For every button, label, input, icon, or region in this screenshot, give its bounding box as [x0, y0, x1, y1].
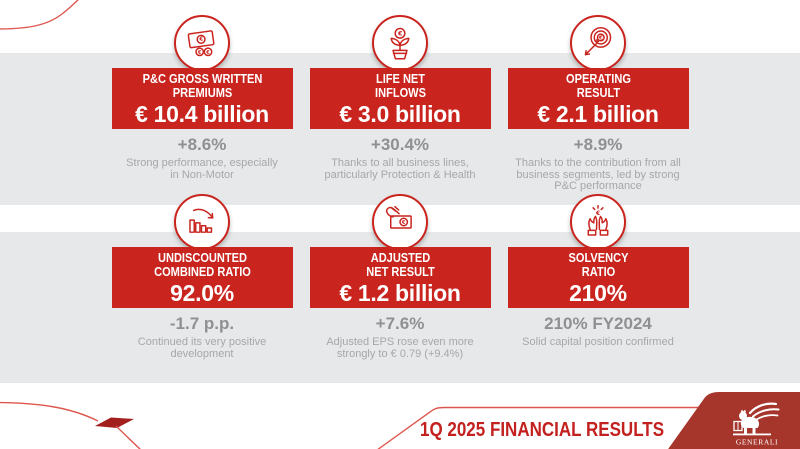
hand-banknote-icon: €: [372, 194, 428, 250]
kpi-value: € 1.2 billion: [339, 280, 461, 306]
kpi-desc-line: strongly to € 0.79 (+9.4%): [336, 347, 464, 360]
kpi-box: ADJUSTED NET RESULT € 1.2 billion: [309, 247, 491, 308]
kpi-card-solvency-ratio: € SOLVENCY RATIO 210% 210% FY2024 Solid …: [493, 194, 703, 349]
svg-text:€: €: [205, 50, 210, 56]
svg-text:€: €: [198, 36, 204, 43]
kpi-title: SOLVENCY RATIO: [521, 251, 675, 279]
kpi-card-pc-gross-written-premiums: € € € P&C GROSS WRITTEN PREMIUMS € 10.4 …: [97, 15, 307, 181]
top-left-curve: [0, 0, 79, 30]
kpi-description: Strong performance, especially in Non-Mo…: [97, 157, 307, 181]
slide-title: 1Q 2025 FINANCIAL RESULTS: [420, 419, 665, 441]
money-plant-icon: €: [372, 15, 428, 71]
kpi-box: LIFE NET INFLOWS € 3.0 billion: [309, 68, 491, 129]
kpi-title: LIFE NET INFLOWS: [323, 72, 477, 100]
kpi-description: Thanks to all business lines, particular…: [295, 157, 505, 181]
kpi-title-line: PREMIUMS: [172, 85, 232, 100]
kpi-desc-line: particularly Protection & Health: [324, 168, 476, 181]
kpi-change: +30.4%: [370, 135, 430, 154]
kpi-title: OPERATING RESULT: [521, 72, 675, 100]
kpi-card-life-net-inflows: € LIFE NET INFLOWS € 3.0 billion +30.4% …: [295, 15, 505, 181]
kpi-title-line: P&C GROSS WRITTEN: [142, 71, 262, 86]
diamond-marker: [95, 417, 134, 428]
kpi-title-line: RESULT: [576, 85, 620, 100]
kpi-title-line: RATIO: [581, 264, 615, 279]
kpi-change: +8.6%: [177, 135, 227, 154]
kpi-value: € 2.1 billion: [537, 101, 659, 127]
kpi-desc-line: Solid capital position confirmed: [522, 336, 674, 348]
hands-euro-icon: €: [570, 194, 626, 250]
kpi-title-line: ADJUSTED: [370, 250, 430, 265]
kpi-card-adjusted-net-result: € ADJUSTED NET RESULT € 1.2 billion +7.6…: [295, 194, 505, 360]
kpi-box: OPERATING RESULT € 2.1 billion: [507, 68, 689, 129]
kpi-title-line: LIFE NET: [375, 71, 425, 86]
svg-text:€: €: [397, 30, 403, 38]
kpi-change: +7.6%: [375, 314, 425, 333]
logo-wordmark: GENERALI: [736, 438, 778, 447]
kpi-card-operating-result: € OPERATING RESULT € 2.1 billion +8.9% T…: [493, 15, 703, 193]
kpi-description: Adjusted EPS rose even more strongly to …: [295, 336, 505, 360]
kpi-box: P&C GROSS WRITTEN PREMIUMS € 10.4 billio…: [111, 68, 293, 129]
bottom-left-curve: [0, 401, 99, 422]
kpi-title-line: NET RESULT: [365, 264, 435, 279]
kpi-desc-line: in Non-Motor: [170, 168, 234, 181]
kpi-description: Thanks to the contribution from all busi…: [493, 157, 703, 193]
kpi-desc-line: Thanks to the contribution from all: [515, 157, 681, 169]
kpi-change: -1.7 p.p.: [169, 314, 235, 333]
declining-bars-icon: [174, 194, 230, 250]
svg-text:€: €: [598, 36, 603, 42]
kpi-title: UNDISCOUNTED COMBINED RATIO: [125, 251, 279, 279]
kpi-value: 210%: [569, 280, 627, 306]
kpi-title: P&C GROSS WRITTEN PREMIUMS: [125, 72, 279, 100]
svg-text:€: €: [401, 220, 406, 226]
kpi-box: SOLVENCY RATIO 210%: [507, 247, 689, 308]
kpi-desc-line: development: [170, 347, 234, 360]
kpi-box: UNDISCOUNTED COMBINED RATIO 92.0%: [111, 247, 293, 308]
kpi-desc-line: P&C performance: [554, 180, 642, 192]
kpi-value: 92.0%: [170, 280, 234, 306]
kpi-desc-line: Continued its very positive: [137, 336, 267, 348]
kpi-title-line: OPERATING: [565, 71, 631, 86]
kpi-title: ADJUSTED NET RESULT: [323, 251, 477, 279]
kpi-desc-line: Thanks to all business lines,: [331, 157, 469, 169]
generali-lion-logo: GENERALI: [733, 402, 780, 447]
kpi-value: € 10.4 billion: [135, 101, 269, 127]
kpi-change: +8.9%: [573, 135, 623, 154]
kpi-title-line: COMBINED RATIO: [153, 264, 251, 279]
bottom-left-tail: [115, 425, 141, 449]
kpi-change: 210% FY2024: [544, 314, 652, 333]
kpi-title-line: UNDISCOUNTED: [157, 250, 247, 265]
target-arrow-icon: €: [570, 15, 626, 71]
kpi-desc-line: business segments, led by strong: [516, 168, 680, 181]
kpi-desc-line: Strong performance, especially: [126, 157, 278, 169]
svg-text:€: €: [197, 50, 202, 56]
kpi-card-undiscounted-combined-ratio: UNDISCOUNTED COMBINED RATIO 92.0% -1.7 p…: [97, 194, 307, 360]
kpi-description: Continued its very positive development: [97, 336, 307, 360]
kpi-value: € 3.0 billion: [339, 101, 461, 127]
kpi-desc-line: Adjusted EPS rose even more: [326, 336, 474, 348]
kpi-title-line: SOLVENCY: [568, 250, 628, 265]
banknote-coins-icon: € € €: [174, 15, 230, 71]
svg-text:€: €: [595, 210, 600, 217]
kpi-title-line: INFLOWS: [374, 85, 426, 100]
kpi-description: Solid capital position confirmed: [493, 336, 703, 349]
logo-background-shape: [668, 392, 800, 449]
